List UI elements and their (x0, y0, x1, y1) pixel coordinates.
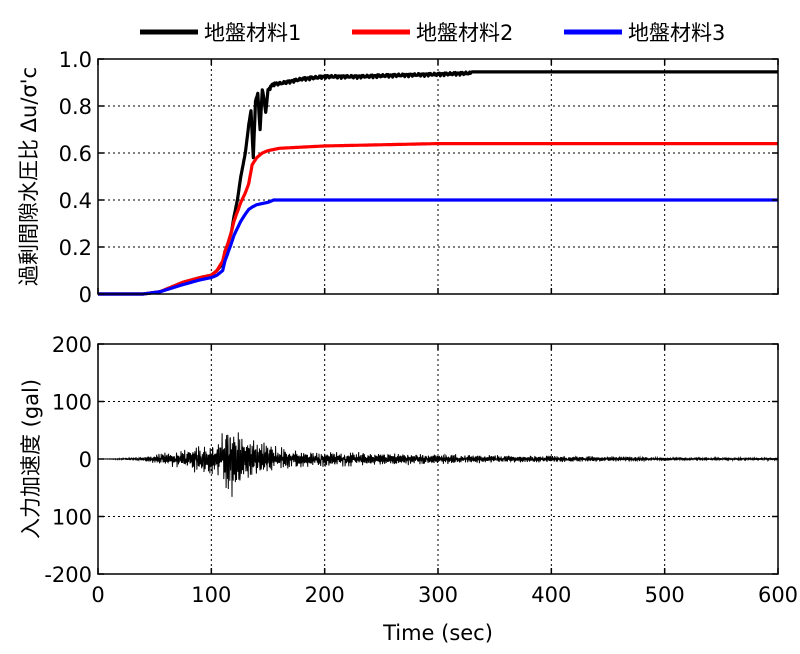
pore-pressure-chart: 00.20.40.60.81.0 過剰間隙水圧比 Δu/σ'c 地盤材料1 地盤材… (17, 21, 779, 307)
top-y-tick-label: 0.8 (59, 95, 92, 119)
bottom-y-tick-label: 0 (79, 448, 92, 472)
bottom-y-tick-label: -200 (44, 563, 92, 587)
x-tick-label: 0 (91, 583, 104, 607)
top-y-tick-label: 1.0 (59, 48, 92, 72)
acceleration-line (98, 432, 779, 497)
legend: 地盤材料1 地盤材料2 地盤材料3 (140, 21, 725, 45)
top-y-tick-label: 0.6 (59, 142, 92, 166)
top-y-axis-title: 過剰間隙水圧比 Δu/σ'c (17, 67, 41, 286)
x-tick-label: 600 (758, 583, 798, 607)
x-tick-labels: 0 100 200 300 400 500 600 (91, 344, 798, 607)
x-tick-label: 300 (418, 583, 458, 607)
top-grid (98, 59, 778, 294)
top-y-tick-labels: 0 0.2 0.4 0.6 0.8 1.0 (59, 48, 779, 307)
legend-label-3: 地盤材料3 (628, 21, 725, 45)
bottom-y-tick-labels: 200 100 0 100 -200 (44, 333, 778, 587)
bottom-series-group (98, 432, 779, 497)
series-line-2 (97, 142, 779, 296)
top-y-tick-label: 0.2 (59, 236, 92, 260)
top-y-tick-label: 0 (79, 283, 92, 307)
acceleration-chart: 200 100 0 100 -200 0 100 200 300 400 500 600 入力加速度… (19, 333, 798, 645)
bottom-y-tick-label: 200 (52, 333, 92, 357)
legend-label-1: 地盤材料1 (204, 21, 301, 45)
legend-label-2: 地盤材料2 (416, 21, 513, 45)
top-series-group (97, 70, 779, 296)
x-tick-label: 500 (645, 583, 685, 607)
x-tick-label: 100 (191, 583, 231, 607)
top-y-tick-label: 0.4 (59, 189, 92, 213)
bottom-y-tick-label: 100 (52, 506, 92, 530)
x-tick-label: 200 (305, 583, 345, 607)
series-line-3 (97, 198, 779, 296)
bottom-y-axis-title: 入力加速度 (gal) (19, 379, 43, 539)
x-axis-title: Time (sec) (382, 621, 493, 645)
x-tick-label: 400 (531, 583, 571, 607)
bottom-y-tick-label: 100 (52, 391, 92, 415)
